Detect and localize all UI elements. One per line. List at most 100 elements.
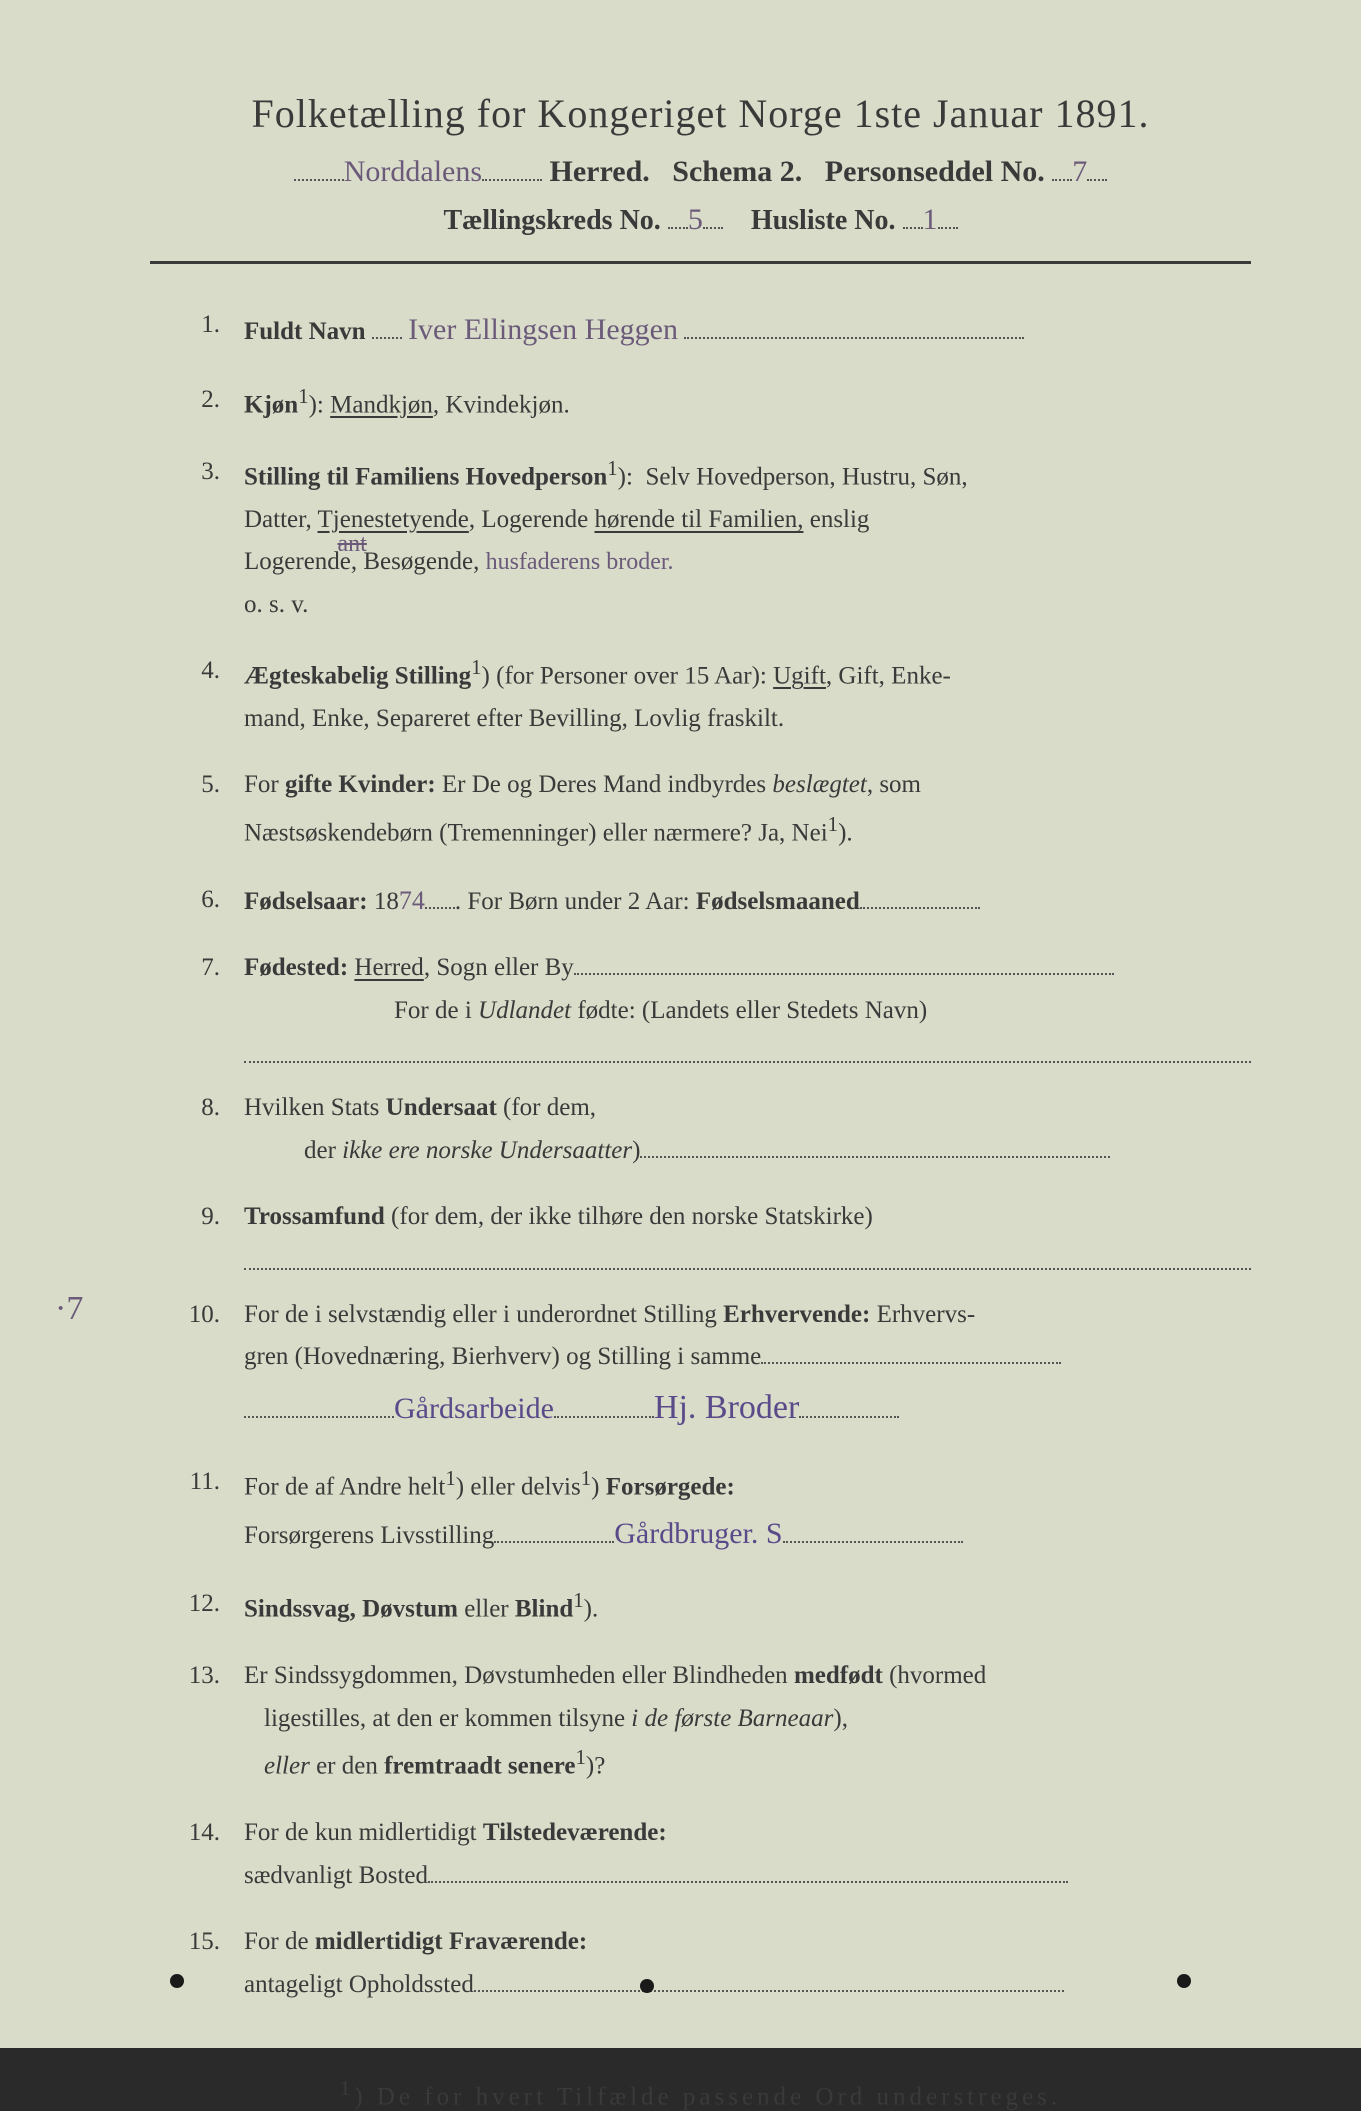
item-number: 14. xyxy=(150,1812,244,1897)
selected-option: Herred xyxy=(354,954,423,981)
text: ). xyxy=(838,819,853,846)
text: (for Personer over 15 Aar): xyxy=(490,662,773,689)
item-2: 2. Kjøn1): Mandkjøn, Kvindekjøn. xyxy=(150,379,1251,427)
handwritten-note: husfaderens broder. xyxy=(486,549,674,575)
item-15: 15. For de midlertidigt Fraværende: anta… xyxy=(150,1921,1251,2006)
item-10: 10. For de i selvstændig eller i underor… xyxy=(150,1294,1251,1437)
label: Forsørgede: xyxy=(606,1473,735,1500)
item-number: 3. xyxy=(150,451,244,626)
item-number: 1. xyxy=(150,304,244,355)
text: (hvormed xyxy=(883,1662,986,1689)
item-13: 13. Er Sindssygdommen, Døvstumheden elle… xyxy=(150,1655,1251,1788)
label: midlertidigt Fraværende: xyxy=(315,1928,587,1955)
item-1: 1. Fuldt Navn Iver Ellingsen Heggen xyxy=(150,304,1251,355)
text: )? xyxy=(586,1753,605,1780)
text: , Gift, Enke- xyxy=(826,662,951,689)
item-number: 6. xyxy=(150,879,244,924)
text: Er De og Deres Mand indbyrdes xyxy=(436,771,773,798)
italic-text: i de første Barneaar xyxy=(631,1705,833,1732)
label: Undersaat xyxy=(386,1094,497,1121)
text: ), xyxy=(833,1705,848,1732)
text: (for dem, der ikke tilhøre den norske St… xyxy=(385,1203,873,1230)
footnote-marker: 1 xyxy=(340,2076,354,2100)
footnote-ref: 1 xyxy=(828,812,838,836)
item-number: 15. xyxy=(150,1921,244,2006)
label: Trossamfund xyxy=(244,1203,385,1230)
text: For de i xyxy=(394,997,478,1024)
text: Er Sindssygdommen, Døvstumheden eller Bl… xyxy=(244,1662,794,1689)
label: fremtraadt senere xyxy=(384,1753,575,1780)
label: Tilstedeværende: xyxy=(483,1819,667,1846)
label: Kjøn xyxy=(244,391,298,418)
item-number: 5. xyxy=(150,764,244,854)
text: Forsørgerens Livsstilling xyxy=(244,1522,494,1549)
item-number: 12. xyxy=(150,1583,244,1631)
text: ) xyxy=(591,1473,606,1500)
item-14: 14. For de kun midlertidigt Tilstedevære… xyxy=(150,1812,1251,1897)
text: eller xyxy=(458,1596,515,1623)
punch-hole xyxy=(1177,1974,1191,1988)
text: antageligt Opholdssted xyxy=(244,1971,474,1998)
item-number: 10. xyxy=(150,1294,244,1437)
footnote-ref: 1 xyxy=(575,1745,585,1769)
label: Fødested: xyxy=(244,954,348,981)
text: er den xyxy=(310,1753,384,1780)
main-title: Folketælling for Kongeriget Norge 1ste J… xyxy=(150,90,1251,137)
label: Erhvervende: xyxy=(723,1301,870,1328)
item-6: 6. Fødselsaar: 1874. For Børn under 2 Aa… xyxy=(150,879,1251,924)
text: Næstsøskendebørn (Tremenninger) eller næ… xyxy=(244,819,828,846)
option-underlined: hørende til Familien, xyxy=(594,506,803,533)
item-3: 3. Stilling til Familiens Hovedperson1):… xyxy=(150,451,1251,626)
text: , Logerende xyxy=(469,506,595,533)
label: Stilling til Familiens Hovedperson xyxy=(244,463,607,490)
subtitle-line-2: Tællingskreds No. 5 Husliste No. 1 xyxy=(150,203,1251,237)
name-handwritten: Iver Ellingsen Heggen xyxy=(408,313,678,346)
selected-option: Mandkjøn xyxy=(330,391,433,418)
personseddel-no: 7 xyxy=(1072,155,1087,188)
strike-handwritten: ant xyxy=(338,524,367,565)
text: For de kun midlertidigt xyxy=(244,1819,483,1846)
punch-hole xyxy=(640,1979,654,1993)
occupation-handwritten: Gårdsarbeide xyxy=(394,1392,554,1425)
italic-text: Udlandet xyxy=(478,997,571,1024)
text: ) xyxy=(632,1137,640,1164)
text: , Sogn eller By xyxy=(424,954,574,981)
footnote-ref: 1 xyxy=(445,1466,455,1490)
text: Hvilken Stats xyxy=(244,1094,386,1121)
footnote: 1) De for hvert Tilfælde passende Ord un… xyxy=(150,2076,1251,2111)
footnote-text: ) De for hvert Tilfælde passende Ord und… xyxy=(354,2083,1061,2110)
footnote-ref: 1 xyxy=(607,456,617,480)
label: Sindssvag, Døvstum xyxy=(244,1596,458,1623)
item-11: 11. For de af Andre helt1) eller delvis1… xyxy=(150,1461,1251,1560)
text: For de i selvstændig eller i underordnet… xyxy=(244,1301,723,1328)
text: mand, Enke, Separeret efter Bevilling, L… xyxy=(244,705,784,732)
provider-handwritten: Gårdbruger. S xyxy=(614,1517,782,1550)
label: Fødselsaar: xyxy=(244,888,368,915)
text: gren (Hovednæring, Bierhverv) og Stillin… xyxy=(244,1343,761,1370)
label: Ægteskabelig Stilling xyxy=(244,662,471,689)
text: For de xyxy=(244,1928,315,1955)
text: Selv Hovedperson, Hustru, Søn, xyxy=(645,463,967,490)
item-5: 5. For gifte Kvinder: Er De og Deres Man… xyxy=(150,764,1251,854)
selected-option: Ugift xyxy=(773,662,826,689)
item-number: 2. xyxy=(150,379,244,427)
text: Erhvervs- xyxy=(870,1301,975,1328)
item-12: 12. Sindssvag, Døvstum eller Blind1). xyxy=(150,1583,1251,1631)
margin-annotation: ·7 xyxy=(55,1290,83,1328)
text: For de af Andre helt xyxy=(244,1473,445,1500)
text: (for dem, xyxy=(497,1094,596,1121)
item-9: 9. Trossamfund (for dem, der ikke tilhør… xyxy=(150,1196,1251,1270)
punch-hole xyxy=(170,1974,184,1988)
title-block: Folketælling for Kongeriget Norge 1ste J… xyxy=(150,90,1251,237)
personseddel-label: Personseddel No. xyxy=(825,155,1045,188)
label: Fuldt Navn xyxy=(244,318,366,345)
taelling-no: 5 xyxy=(688,203,703,236)
husliste-no: 1 xyxy=(923,203,938,236)
taelling-label: Tællingskreds No. xyxy=(443,205,660,236)
footnote-ref: 1 xyxy=(581,1466,591,1490)
herred-handwritten: Norddalens xyxy=(344,155,482,188)
text: For xyxy=(244,771,285,798)
herred-label: Herred. xyxy=(550,155,650,188)
text: ) eller delvis xyxy=(456,1473,581,1500)
label: Blind xyxy=(515,1596,573,1623)
